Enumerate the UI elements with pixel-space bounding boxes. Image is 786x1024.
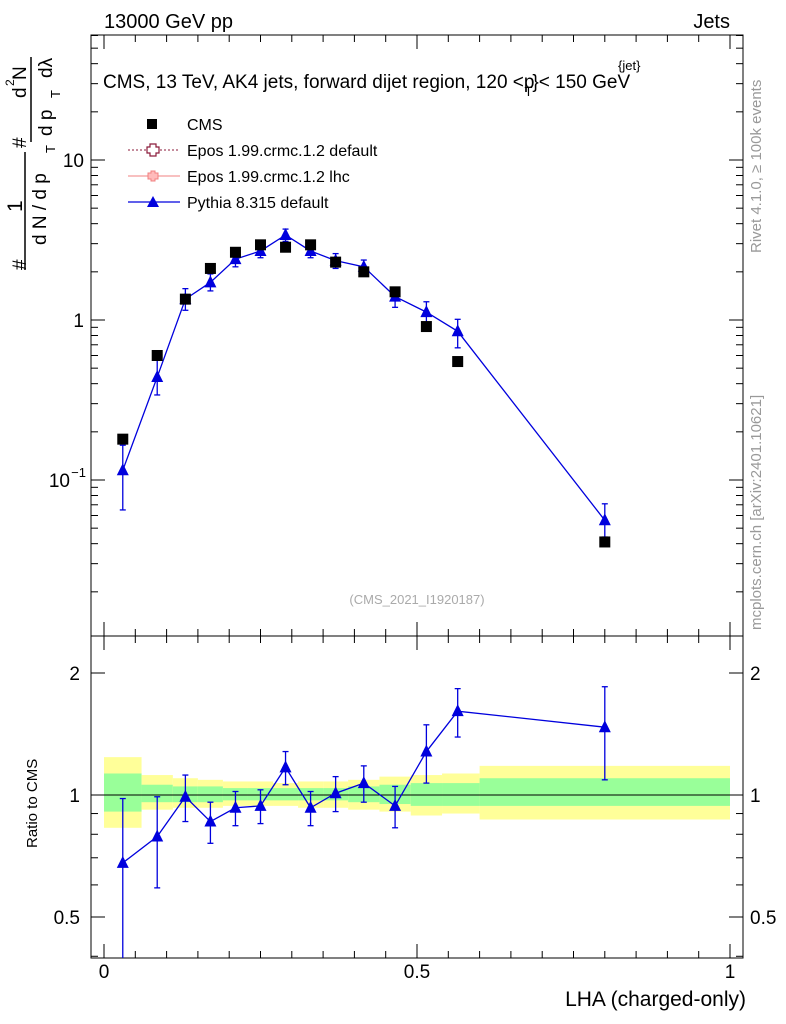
data-point-cms xyxy=(280,241,292,253)
ratio-point-pythia xyxy=(254,798,267,811)
data-point-cms xyxy=(179,293,191,305)
uncertainty-band-green xyxy=(273,788,299,801)
legend: CMS Epos 1.99.crmc.1.2 default Epos 1.99… xyxy=(128,117,378,212)
y-tick-label: 10 xyxy=(63,151,84,172)
ratio-y-tick-label: 0.5 xyxy=(54,908,80,929)
ratio-point-pythia xyxy=(179,789,192,802)
ratio-y-tick-label: 1 xyxy=(69,786,80,807)
legend-label: Epos 1.99.crmc.1.2 lhc xyxy=(187,169,350,186)
data-point-pythia xyxy=(229,252,242,265)
header-right: Jets xyxy=(693,11,730,33)
svg-text:T: T xyxy=(43,145,58,153)
data-point-cms xyxy=(358,266,370,278)
x-axis-label: LHA (charged-only) xyxy=(565,988,746,1011)
ratio-point-pythia xyxy=(420,744,433,757)
header-left: 13000 GeV pp xyxy=(104,11,233,33)
legend-item-epos-lhc: Epos 1.99.crmc.1.2 lhc xyxy=(128,169,350,186)
legend-item-epos-default: Epos 1.99.crmc.1.2 default xyxy=(128,143,378,160)
ratio-point-pythia xyxy=(279,760,292,773)
ratio-axes: 0.5 0.5 1 1 2 2 0 0.5 1 xyxy=(54,636,776,983)
uncertainty-band-green xyxy=(141,784,173,803)
data-point-pythia xyxy=(420,305,433,318)
data-point-cms xyxy=(204,262,216,274)
ratio-point-pythia xyxy=(357,776,370,789)
uncertainty-band-green xyxy=(479,778,730,806)
data-point-cms xyxy=(389,286,401,298)
ratio-point-pythia xyxy=(229,800,242,813)
ratio-y-tick-label-right: 2 xyxy=(750,664,761,685)
x-tick-label: 0 xyxy=(99,962,110,983)
ratio-point-pythia xyxy=(389,798,402,811)
legend-item-cms: CMS xyxy=(147,117,223,134)
legend-label: Pythia 8.315 default xyxy=(187,195,329,212)
series-line-pythia xyxy=(122,234,606,521)
chart-title: CMS, 13 TeV, AK4 jets, forward dijet reg… xyxy=(103,72,630,99)
svg-text:d N / d p: d N / d p xyxy=(30,173,51,245)
chart-title-sup: {jet} xyxy=(618,58,641,73)
data-point-cms xyxy=(305,239,317,251)
y-tick-label: 1 xyxy=(73,311,84,332)
data-point-pythia xyxy=(151,370,164,383)
ratio-point-pythia xyxy=(204,814,217,827)
svg-text:d: d xyxy=(10,87,31,98)
y-tick-label: 10 xyxy=(49,471,70,492)
main-data xyxy=(116,227,611,548)
x-tick-label: 1 xyxy=(725,962,736,983)
uncertainty-band-green xyxy=(410,783,443,806)
legend-label: CMS xyxy=(187,117,223,134)
svg-text:dλ: dλ xyxy=(36,57,57,78)
uncertainty-band-green xyxy=(442,783,480,806)
svg-text:#: # xyxy=(10,259,31,270)
ratio-point-pythia xyxy=(451,704,464,717)
svg-text:1: 1 xyxy=(4,200,27,212)
svg-text:T: T xyxy=(48,90,63,98)
x-tick-label: 0.5 xyxy=(404,962,430,983)
data-point-cms xyxy=(255,239,266,251)
ratio-y-label: Ratio to CMS xyxy=(24,759,41,848)
rivet-label: Rivet 4.1.0, ≥ 100k events xyxy=(748,80,765,253)
data-point-pythia xyxy=(116,463,129,476)
legend-item-pythia: Pythia 8.315 default xyxy=(128,195,329,212)
data-point-pythia xyxy=(598,513,611,526)
ratio-point-pythia xyxy=(116,855,129,868)
svg-text:N: N xyxy=(10,66,31,80)
svg-text:2: 2 xyxy=(3,79,17,86)
ratio-point-pythia xyxy=(304,800,317,813)
ratio-y-tick-label-right: 0.5 xyxy=(750,908,776,929)
uncertainty-band-green xyxy=(197,786,223,803)
data-point-cms xyxy=(117,433,129,445)
svg-text:#: # xyxy=(10,137,31,148)
ratio-y-tick-label: 2 xyxy=(69,664,80,685)
svg-text:d p: d p xyxy=(36,110,57,136)
mcplots-label: mcplots.cern.ch [arXiv:2401.10621] xyxy=(748,395,765,630)
data-point-pythia xyxy=(279,227,292,240)
data-point-cms xyxy=(452,356,464,368)
data-point-pythia xyxy=(451,324,464,337)
ratio-point-pythia xyxy=(329,786,342,799)
legend-label: Epos 1.99.crmc.1.2 default xyxy=(187,143,378,160)
y-tick-label-exponent: −1 xyxy=(71,465,86,480)
data-point-pythia xyxy=(204,275,217,288)
data-point-cms xyxy=(599,536,611,548)
analysis-id: (CMS_2021_I1920187) xyxy=(349,592,484,607)
data-point-cms xyxy=(330,256,342,268)
ratio-data xyxy=(116,686,611,958)
data-point-cms xyxy=(229,246,241,258)
data-point-cms xyxy=(151,349,163,361)
ratio-point-pythia xyxy=(598,720,611,733)
ratio-point-pythia xyxy=(151,829,164,842)
ratio-y-tick-label-right: 1 xyxy=(750,786,761,807)
data-point-cms xyxy=(420,321,432,333)
y-axis-label: # 1 d N / d p T # d 2 N d p T dλ xyxy=(3,57,63,270)
